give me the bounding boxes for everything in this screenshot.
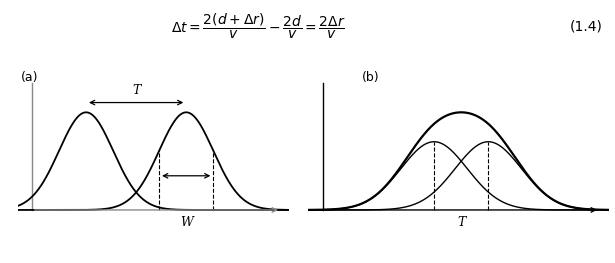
Text: (b): (b) — [362, 71, 379, 84]
Text: $\Delta t = \dfrac{2(d+\Delta r)}{v} - \dfrac{2d}{v} = \dfrac{2\Delta r}{v}$: $\Delta t = \dfrac{2(d+\Delta r)}{v} - \… — [171, 12, 346, 41]
Text: W: W — [180, 216, 192, 229]
Text: (1.4): (1.4) — [570, 19, 603, 33]
Text: T: T — [457, 216, 466, 229]
Text: (a): (a) — [21, 71, 39, 84]
Text: T: T — [132, 84, 140, 97]
